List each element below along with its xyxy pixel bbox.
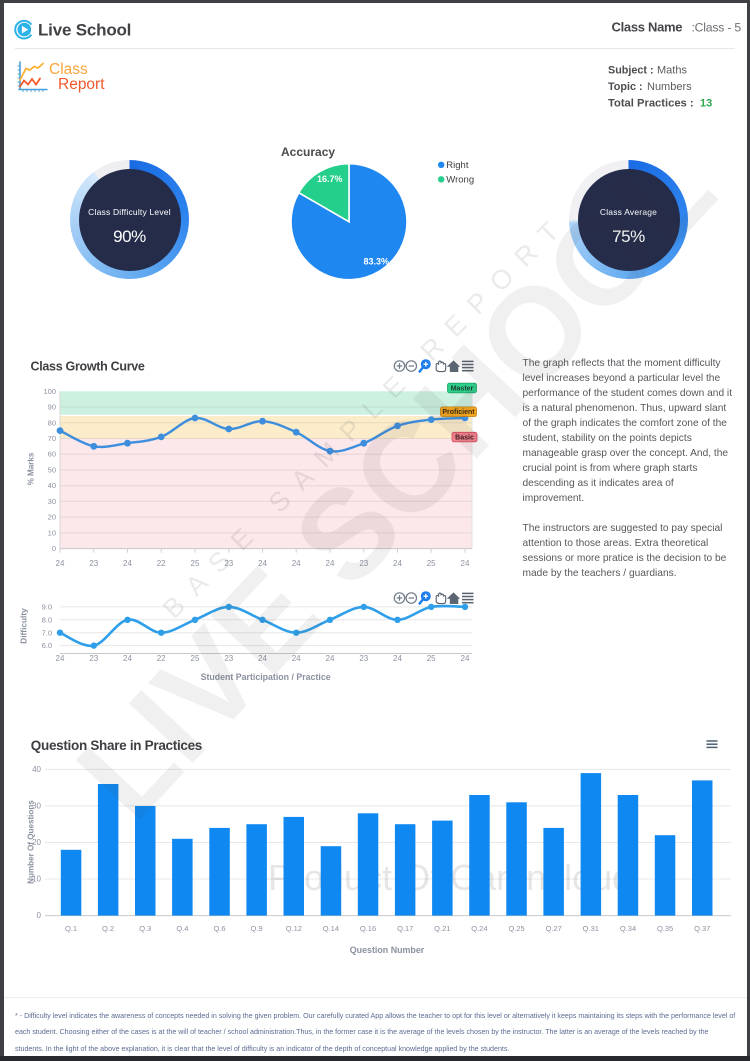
svg-text:24: 24: [326, 559, 335, 568]
svg-text:Question Share in Practices: Question Share in Practices: [31, 738, 202, 753]
svg-text:Numbers: Numbers: [647, 81, 692, 93]
svg-text:Maths: Maths: [657, 65, 687, 77]
svg-text:Q.3: Q.3: [139, 924, 151, 933]
svg-text:24: 24: [292, 654, 301, 663]
svg-text:Q.37: Q.37: [694, 924, 710, 933]
svg-text:Live School: Live School: [38, 21, 131, 40]
svg-text:7.0: 7.0: [42, 628, 52, 637]
svg-text:16.7%: 16.7%: [317, 174, 343, 184]
svg-text:Q.6: Q.6: [213, 924, 225, 933]
svg-text:24: 24: [258, 654, 267, 663]
svg-text:Student Participation / Practi: Student Participation / Practice: [201, 672, 331, 682]
svg-text:10: 10: [48, 528, 56, 537]
svg-text:23: 23: [89, 559, 98, 568]
svg-text:90: 90: [48, 403, 56, 412]
svg-text:6.0: 6.0: [42, 641, 52, 650]
svg-text:100: 100: [43, 387, 56, 396]
svg-text:23: 23: [224, 654, 233, 663]
svg-text:24: 24: [292, 559, 301, 568]
svg-text:40: 40: [48, 481, 56, 490]
svg-text:22: 22: [157, 559, 166, 568]
svg-text:Subject :: Subject :: [608, 65, 654, 77]
svg-text:Accuracy: Accuracy: [281, 145, 335, 159]
svg-text:Question Number: Question Number: [350, 945, 425, 955]
svg-text:24: 24: [56, 559, 65, 568]
svg-text:40: 40: [32, 765, 41, 774]
svg-text:23: 23: [359, 559, 368, 568]
svg-text:Class: Class: [49, 61, 88, 78]
svg-text:23: 23: [224, 559, 233, 568]
svg-text:Q.12: Q.12: [286, 924, 302, 933]
svg-text:24: 24: [393, 654, 402, 663]
svg-text:LIVE SCHOOL: LIVE SCHOOL: [50, 118, 741, 844]
svg-text:Difficulty: Difficulty: [19, 608, 29, 644]
svg-text:Q.21: Q.21: [434, 924, 450, 933]
svg-text:13: 13: [700, 98, 712, 110]
svg-text:Wrong: Wrong: [446, 175, 474, 186]
svg-text:24: 24: [56, 654, 65, 663]
svg-text:24: 24: [123, 654, 132, 663]
svg-text:Number Of Questions: Number Of Questions: [27, 800, 36, 884]
svg-text:Q.9: Q.9: [251, 924, 263, 933]
svg-text:30: 30: [32, 802, 41, 811]
svg-text:50: 50: [48, 466, 56, 475]
svg-text:Q.4: Q.4: [176, 924, 188, 933]
svg-text:Q.2: Q.2: [102, 924, 114, 933]
svg-text:60: 60: [48, 450, 56, 459]
svg-text:24: 24: [258, 559, 267, 568]
svg-text:Proficient: Proficient: [442, 409, 475, 416]
svg-text:Class Name: Class Name: [612, 20, 683, 35]
svg-text:Q.1: Q.1: [65, 924, 77, 933]
svg-text:Q.16: Q.16: [360, 924, 376, 933]
svg-text:24: 24: [123, 559, 132, 568]
svg-text:30: 30: [48, 497, 56, 506]
svg-text:Q.25: Q.25: [508, 924, 524, 933]
svg-text:0: 0: [52, 544, 56, 553]
svg-text:Q.14: Q.14: [323, 924, 339, 933]
svg-text:23: 23: [89, 654, 98, 663]
svg-text:20: 20: [32, 838, 41, 847]
svg-text::Class - 5: :Class - 5: [692, 21, 742, 35]
svg-text:83.3%: 83.3%: [364, 257, 390, 267]
svg-text:Basic: Basic: [455, 435, 474, 442]
svg-text:23: 23: [359, 654, 368, 663]
svg-text:22: 22: [157, 654, 166, 663]
svg-text:10: 10: [32, 875, 41, 884]
svg-text:Q.17: Q.17: [397, 924, 413, 933]
svg-text:Q.27: Q.27: [546, 924, 562, 933]
svg-text:24: 24: [461, 559, 470, 568]
svg-text:% Marks: % Marks: [27, 452, 36, 485]
svg-text:24: 24: [326, 654, 335, 663]
svg-text:9.0: 9.0: [42, 603, 52, 612]
svg-text:24: 24: [393, 559, 402, 568]
svg-text:Master: Master: [451, 385, 474, 392]
svg-text:20: 20: [48, 513, 56, 522]
svg-text:24: 24: [461, 654, 470, 663]
svg-text:80: 80: [48, 418, 56, 427]
svg-text:25: 25: [191, 559, 200, 568]
svg-text:70: 70: [48, 434, 56, 443]
svg-text:Topic :: Topic :: [608, 81, 643, 93]
svg-text:Q.34: Q.34: [620, 924, 636, 933]
svg-text:Right: Right: [446, 160, 469, 171]
svg-text:Q.24: Q.24: [471, 924, 487, 933]
svg-text:8.0: 8.0: [42, 615, 52, 624]
svg-text:Class Growth Curve: Class Growth Curve: [31, 360, 145, 374]
svg-text:Q.35: Q.35: [657, 924, 673, 933]
svg-text:25: 25: [427, 654, 436, 663]
svg-text:Report: Report: [58, 76, 105, 93]
svg-text:25: 25: [191, 654, 200, 663]
svg-text:Total Practices :: Total Practices :: [608, 98, 694, 110]
svg-text:Q.31: Q.31: [583, 924, 599, 933]
svg-text:0: 0: [37, 911, 42, 920]
svg-text:25: 25: [427, 559, 436, 568]
